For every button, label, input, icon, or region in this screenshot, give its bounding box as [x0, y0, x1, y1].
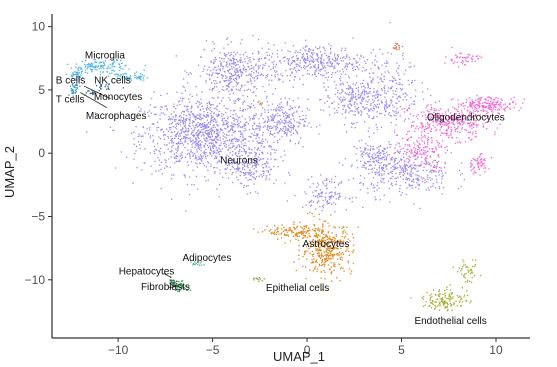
- point-cluster-0: [393, 43, 403, 51]
- cluster-label-b-cells: B cells: [56, 76, 85, 87]
- point-cluster-8: [294, 174, 363, 213]
- cluster-label-astrocytes: Astrocytes: [303, 239, 350, 250]
- cluster-label-neurons: Neurons: [220, 155, 258, 166]
- series-astrocytes: [253, 213, 359, 291]
- y-tick-label: −10: [25, 273, 46, 287]
- series-endothelial-cells: [410, 259, 481, 311]
- y-axis-title: UMAP_2: [2, 146, 17, 198]
- point-cluster-6: [339, 135, 465, 210]
- cluster-label-macrophages: Macrophages: [86, 111, 147, 122]
- y-tick-label: −5: [31, 210, 45, 224]
- point-cluster-0: [293, 213, 359, 291]
- point-cluster-3: [444, 47, 482, 68]
- cluster-label-adipocytes: Adipocytes: [182, 253, 231, 264]
- cluster-label-fibroblasts: Fibroblasts: [141, 282, 190, 293]
- x-tick-label: 10: [489, 343, 503, 357]
- point-cluster-3: [240, 38, 382, 88]
- y-tick-label: 10: [32, 20, 46, 34]
- x-tick-label: −10: [108, 343, 129, 357]
- point-cluster-0: [253, 277, 265, 282]
- point-cluster-7: [342, 136, 400, 173]
- point-cluster-1: [258, 101, 263, 106]
- cluster-label-epithelial-cells: Epithelial cells: [266, 283, 329, 294]
- cluster-label-hepatocytes: Hepatocytes: [119, 267, 175, 278]
- x-axis-title: UMAP_1: [273, 349, 325, 364]
- cluster-label-endothelial-cells: Endothelial cells: [414, 316, 486, 327]
- series-epithelial-cells: [253, 277, 265, 282]
- cluster-label-t-cells: T cells: [56, 95, 85, 106]
- point-cluster-2: [390, 131, 452, 179]
- point-cluster-4: [470, 153, 492, 176]
- cluster-label-microglia: Microglia: [85, 50, 125, 61]
- point-cluster-9: [216, 134, 313, 201]
- point-cluster-1: [453, 259, 482, 291]
- cluster-label-monocytes: Monocytes: [94, 92, 142, 103]
- y-tick-label: 0: [38, 146, 45, 160]
- y-tick-label: 5: [38, 83, 45, 97]
- cluster-label-nk-cells: NK cells: [94, 76, 131, 87]
- cluster-label-oligodendrocytes: Oligodendrocytes: [427, 112, 505, 123]
- point-cluster-1: [176, 35, 296, 108]
- x-tick-label: −5: [206, 343, 220, 357]
- cluster-labels: Microglia B cells NK cells T cells Monocytes…: [56, 50, 505, 327]
- x-tick-label: 5: [398, 343, 405, 357]
- point-cluster-5: [341, 22, 432, 150]
- point-cluster-2: [232, 98, 321, 151]
